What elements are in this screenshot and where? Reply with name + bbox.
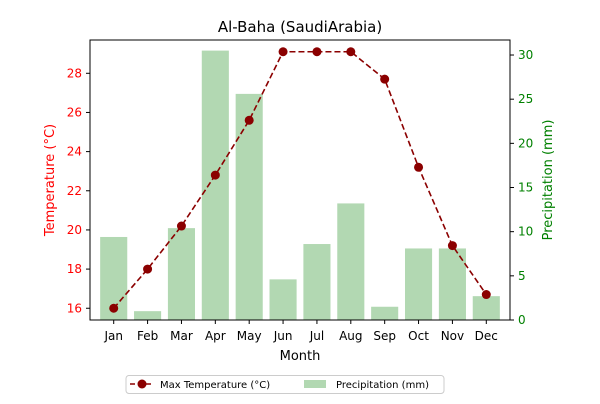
x-axis-label: Month [280,349,321,364]
precipitation-bar [405,248,433,320]
temperature-point [109,303,119,313]
x-tick-label: Apr [205,329,226,343]
chart-legend: Max Temperature (°C) Precipitation (mm) [125,375,445,394]
x-tick-label: Oct [408,329,429,343]
right-y-tick-label: 5 [518,269,526,283]
left-axis-label: Temperature (°C) [43,124,58,237]
precipitation-bar [472,296,500,320]
x-tick-label: Jul [309,329,324,343]
x-tick-label: Jan [103,329,123,343]
legend-precipitation-label: Precipitation (mm) [336,380,429,391]
temperature-point [244,115,254,125]
temperature-point [346,47,356,57]
precipitation-bars [100,50,500,321]
x-tick-label: Dec [475,329,498,343]
temperature-point [380,74,390,84]
temperature-point [414,162,424,172]
left-y-tick-label: 18 [67,262,82,276]
precipitation-bar [438,248,466,320]
x-tick-label: Jun [273,329,293,343]
right-y-tick-label: 0 [518,313,526,327]
left-y-tick-label: 24 [67,145,82,159]
temperature-line-series [109,47,491,313]
precipitation-bar [235,93,263,320]
left-y-tick-label: 28 [67,66,82,80]
temperature-point [312,47,322,57]
precipitation-bar [167,228,195,320]
precipitation-bar [201,50,229,321]
legend-precipitation-swatch [304,380,326,388]
temperature-point [278,47,288,57]
chart-title: Al-Baha (SaudiArabia) [218,18,382,36]
legend-temperature-label: Max Temperature (°C) [160,380,270,391]
precipitation-bar [303,244,331,320]
plot-area-frame [89,39,511,321]
precipitation-bar [134,311,162,320]
right-y-tick-label: 10 [518,225,533,239]
temperature-point [481,290,491,300]
x-axis: Jan Feb Mar Apr May Jun Jul Aug Sep Oct Nov Dec [103,320,498,343]
left-y-tick-label: 16 [67,301,82,315]
x-tick-label: Mar [170,329,193,343]
legend-temperature-marker [137,379,147,389]
x-tick-label: Nov [441,329,464,343]
left-y-tick-label: 20 [67,223,82,237]
x-tick-label: Sep [373,329,396,343]
left-y-axis: 16 18 20 22 24 26 28 [67,66,90,315]
x-tick-label: May [237,329,262,343]
temperature-line [113,50,487,309]
right-y-tick-label: 20 [518,136,533,150]
temperature-point [210,170,220,180]
precipitation-bar [269,279,297,320]
left-y-tick-label: 26 [67,105,82,119]
legend-frame [125,375,445,394]
x-tick-label: Aug [339,329,362,343]
right-y-axis: 0 5 10 15 20 25 30 [510,48,533,327]
temperature-point [143,264,153,274]
precipitation-bar [337,203,365,320]
left-y-tick-label: 22 [67,184,82,198]
right-y-tick-label: 30 [518,48,533,62]
right-y-tick-label: 15 [518,181,533,195]
temperature-point [176,221,186,231]
right-y-tick-label: 25 [518,92,533,106]
x-tick-label: Feb [137,329,158,343]
right-axis-label: Precipitation (mm) [541,120,556,241]
temperature-point [447,241,457,251]
precipitation-bar [371,306,399,320]
